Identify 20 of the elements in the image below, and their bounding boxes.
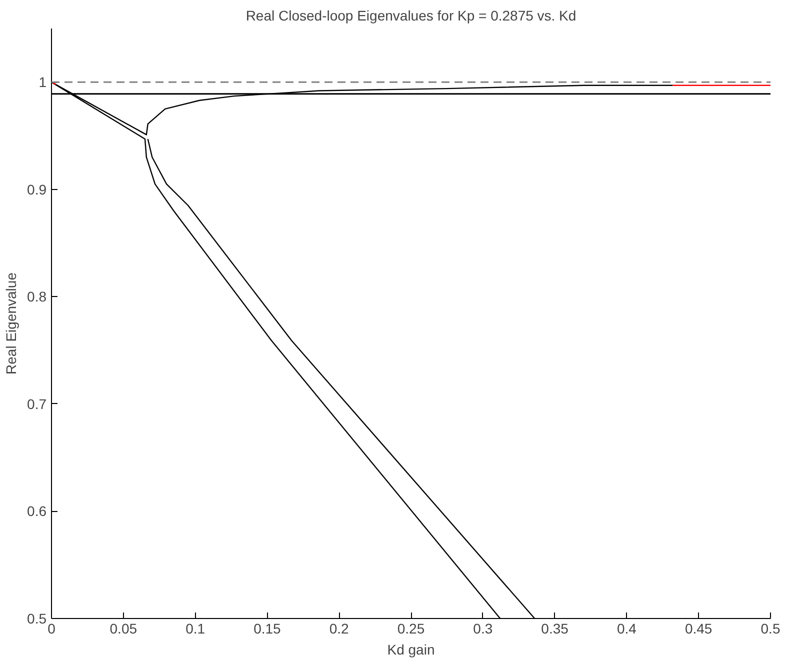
x-tick-label: 0.35 <box>541 620 569 636</box>
y-tick-label: 0.8 <box>27 288 47 305</box>
x-tick-label: 0 <box>48 620 56 636</box>
y-tick-label: 0.7 <box>27 396 47 412</box>
y-tick-label: 0.5 <box>27 610 47 626</box>
x-tick-label: 0.2 <box>329 620 350 636</box>
y-tick-label: 0.6 <box>27 503 47 520</box>
x-axis-title: Kd gain <box>387 642 435 658</box>
x-tick-label: 0.05 <box>110 620 138 636</box>
x-tick-label: 0.5 <box>760 620 780 636</box>
x-tick-label: 0.4 <box>616 620 637 636</box>
y-tick-label: 1 <box>38 74 47 90</box>
chart-title: Real Closed-loop Eigenvalues for Kp = 0.2875 vs. Kd <box>246 8 576 24</box>
x-tick-label: 0.3 <box>473 620 493 636</box>
y-tick-label: 0.9 <box>27 181 47 198</box>
y-axis-title: Real Eigenvalue <box>3 272 20 374</box>
x-tick-label: 0.45 <box>684 620 712 636</box>
x-tick-label: 0.1 <box>186 620 206 636</box>
x-tick-label: 0.15 <box>254 620 282 636</box>
x-tick-label: 0.25 <box>397 620 425 636</box>
